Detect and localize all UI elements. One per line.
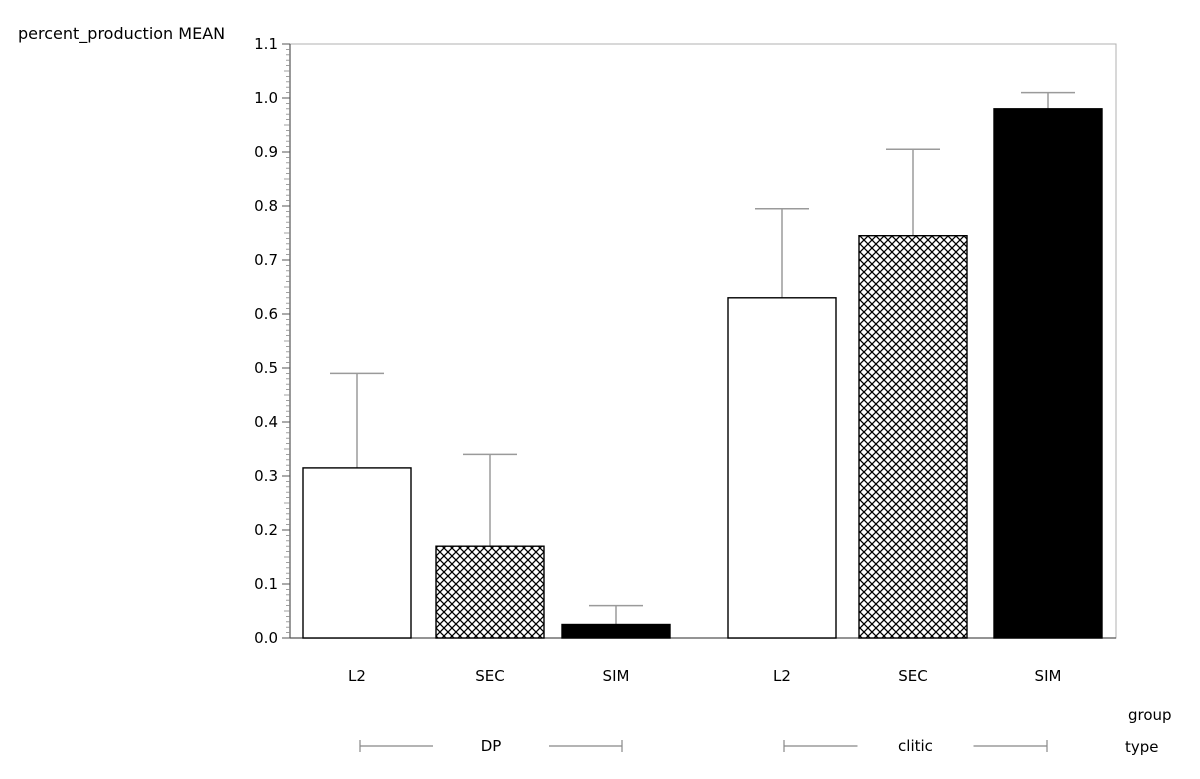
axes [289,43,1117,639]
y-tick-label: 0.4 [254,413,278,431]
y-tick-label: 0.0 [254,629,278,647]
type-axis: DP clitic [359,737,1048,755]
bar-dp-l2 [302,467,412,639]
bars [302,108,1103,639]
plot-frame [289,43,1117,639]
group-axis-label: group [1128,706,1172,724]
y-tick-label: 1.0 [254,89,278,107]
x-group-label: SIM [603,667,630,685]
bar-clitic-sim [993,108,1103,639]
bar-clitic-sec [858,234,968,639]
bar-dp-sec [435,545,545,639]
y-tick-label: 0.1 [254,575,278,593]
y-axis-label: percent_production MEAN [18,24,225,44]
x-group-label: SEC [898,667,927,685]
error-bars [330,91,1075,625]
type-axis-label: type [1125,738,1159,756]
y-axis-ticks: 0.0 0.1 0.2 0.3 0.4 0.5 0.6 0.7 0.8 0.9 1.0 1.1 [254,35,290,647]
x-group-label: SIM [1035,667,1062,685]
y-tick-label: 0.5 [254,359,278,377]
y-tick-label: 0.7 [254,251,278,269]
y-tick-label: 0.8 [254,197,278,215]
type-label: clitic [898,737,933,755]
type-label: DP [481,737,502,755]
y-tick-label: 0.6 [254,305,278,323]
y-tick-label: 0.3 [254,467,278,485]
x-group-label: L2 [773,667,791,685]
y-tick-label: 1.1 [254,35,278,53]
y-tick-label: 0.2 [254,521,278,539]
bar-clitic-l2 [727,297,837,639]
x-group-label: SEC [475,667,504,685]
y-tick-label: 0.9 [254,143,278,161]
bar-dp-sim [561,623,671,639]
x-group-label: L2 [348,667,366,685]
x-axis-group-labels: L2 SEC SIM L2 SEC SIM [348,667,1061,685]
